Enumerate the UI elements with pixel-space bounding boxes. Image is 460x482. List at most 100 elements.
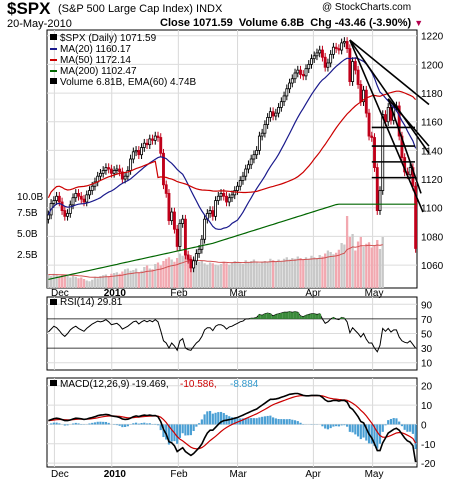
volume-bar: [203, 263, 206, 288]
rsi-overbought-fill: [293, 311, 297, 319]
volume-bar: [260, 261, 264, 288]
candle-body: [414, 185, 418, 249]
macd-histogram-bar: [156, 424, 160, 426]
candle-body: [274, 112, 278, 117]
candle-body: [101, 170, 105, 174]
candle-body: [230, 194, 234, 199]
candle-body: [266, 117, 270, 126]
candle-body: [126, 170, 130, 177]
rsi-tick-label: 50: [421, 330, 433, 341]
macd-histogram-bar: [192, 424, 195, 431]
price-tick-label: 1060: [421, 261, 444, 272]
macd-histogram-bar: [203, 414, 206, 425]
volume-bar: [186, 254, 190, 288]
candle-body: [252, 154, 256, 160]
candle-body: [74, 192, 78, 199]
volume-bar: [58, 276, 61, 288]
macd-histogram-bar: [148, 423, 151, 425]
candle-body: [99, 172, 102, 177]
macd-histogram-bar: [219, 411, 223, 425]
candle-body: [353, 61, 357, 71]
volume-bar: [219, 264, 223, 288]
change-label: Chg: [310, 17, 332, 29]
volume-bar: [85, 280, 88, 288]
month-label-top: Dec: [51, 288, 69, 299]
macd-histogram-bar: [398, 421, 401, 425]
candle-body: [227, 197, 231, 203]
candle-body: [288, 82, 291, 90]
macd-histogram-bar: [159, 424, 162, 431]
volume-bar: [318, 255, 321, 288]
month-label-bottom: Dec: [51, 469, 69, 480]
volume-bar: [334, 252, 338, 288]
candle-body: [321, 49, 324, 58]
macd-histogram-bar: [244, 418, 247, 425]
volume-bar: [345, 216, 349, 288]
macd-histogram-bar: [376, 424, 379, 449]
month-label-top: Mar: [230, 288, 248, 299]
volume-tick-label: 5.0B: [17, 229, 38, 240]
volume-bar: [378, 249, 382, 288]
rsi-overbought-fill: [260, 315, 264, 319]
volume-bar: [370, 247, 373, 288]
candle-body: [164, 184, 168, 194]
volume-bar: [233, 261, 236, 288]
trendline: [349, 39, 430, 154]
macd-histogram-bar: [104, 421, 108, 425]
legend-swatch: [50, 59, 57, 61]
legend-swatch: [50, 299, 57, 305]
macd-histogram-bar: [107, 422, 110, 425]
volume-bar: [304, 257, 308, 288]
volume-bar: [156, 262, 160, 288]
volume-bar: [110, 273, 113, 288]
close-label: Close: [160, 17, 190, 29]
volume-bar: [269, 258, 272, 288]
candle-body: [71, 197, 75, 206]
macd-histogram-bar: [414, 424, 417, 450]
candle-body: [241, 175, 245, 181]
macd-histogram-bar: [181, 424, 184, 434]
volume-bar: [217, 265, 220, 288]
volume-bar: [293, 258, 297, 288]
macd-histogram-bar: [326, 424, 330, 430]
macd-histogram-bar: [118, 424, 121, 426]
rsi-overbought-fill: [304, 315, 308, 319]
candle-body: [175, 228, 179, 247]
macd-histogram-bar: [335, 424, 338, 427]
volume-bar: [184, 252, 187, 288]
month-label-bottom: 2010: [104, 469, 127, 480]
candle-body: [156, 135, 160, 138]
trendline: [349, 39, 424, 213]
volume-bar: [96, 278, 99, 288]
volume-bar: [313, 257, 316, 288]
volume-bar: [145, 265, 149, 288]
macd-histogram-bar: [406, 424, 409, 432]
volume-bar: [132, 270, 135, 288]
volume-bar: [211, 263, 214, 288]
candle-body: [315, 52, 319, 57]
volume-bar: [343, 244, 346, 288]
macd-histogram-bar: [58, 423, 61, 425]
macd-histogram-bar: [255, 418, 258, 425]
month-label-bottom: Mar: [230, 469, 248, 480]
volume-bar: [178, 253, 182, 288]
candle-body: [173, 211, 176, 230]
volume-bar: [121, 271, 124, 288]
macd-histogram-bar: [77, 423, 80, 425]
candle-body: [178, 223, 182, 247]
volume-bar: [337, 249, 341, 288]
macd-histogram-bar: [354, 424, 357, 435]
volume-bar: [93, 276, 97, 288]
volume-bar: [47, 274, 50, 288]
candle-body: [208, 210, 212, 214]
rsi-overbought-fill: [282, 312, 286, 319]
candle-body: [170, 211, 174, 222]
candle-body: [79, 195, 83, 200]
close-value: 1071.59: [193, 17, 233, 29]
macd-histogram-bar: [176, 424, 179, 444]
macd-histogram-bar: [266, 415, 269, 425]
macd-histogram-bar: [263, 416, 266, 425]
ma20-line: [47, 57, 417, 230]
macd-histogram-bar: [291, 419, 294, 425]
macd-histogram-bar: [198, 423, 201, 425]
